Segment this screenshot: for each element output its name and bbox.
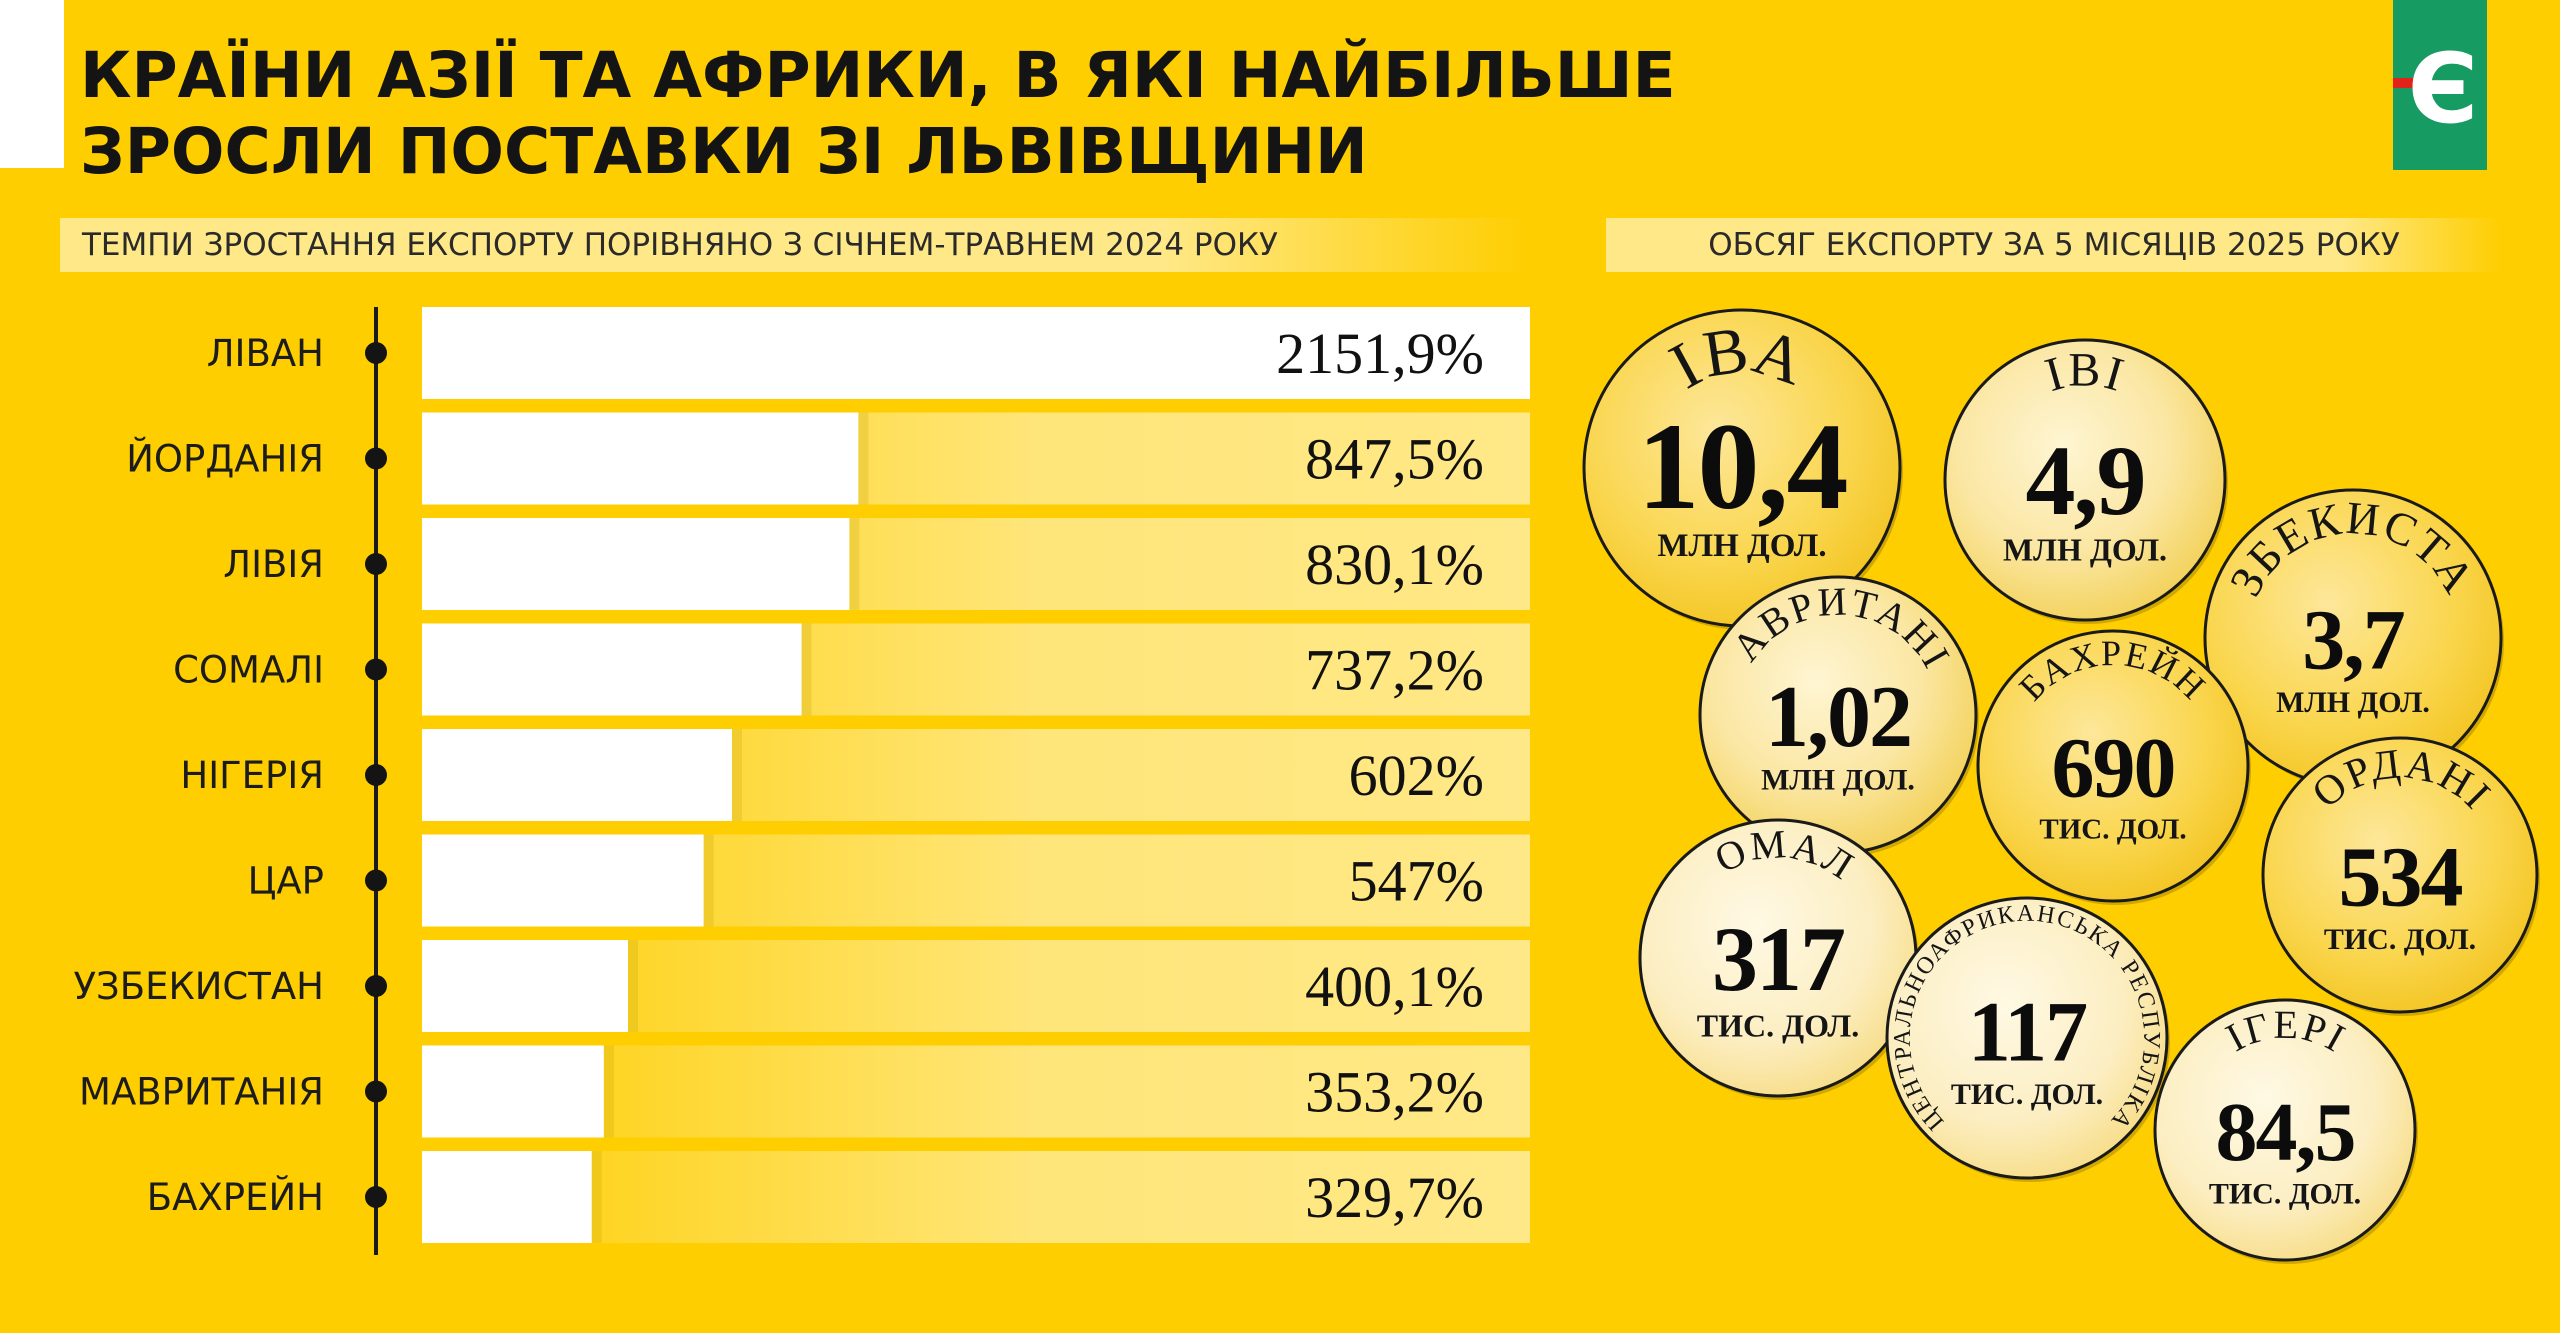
title-line-2: ЗРОСЛИ ПОСТАВКИ ЗІ ЛЬВІВЩИНИ	[80, 115, 1368, 188]
coin-unit: МЛН ДОЛ.	[2276, 686, 2430, 719]
bar-axis-dot	[365, 1080, 387, 1103]
value-label: 400,1%	[1305, 954, 1484, 1019]
bar-shadow	[858, 412, 869, 505]
bar	[422, 940, 629, 1032]
value-label: 847,5%	[1305, 427, 1484, 492]
bar-axis-dot	[365, 975, 387, 997]
coin-unit: МЛН ДОЛ.	[2003, 531, 2167, 567]
coin-value: 1,02	[1765, 669, 1911, 766]
bar-axis-dot	[365, 869, 387, 892]
bar-axis-dot	[365, 658, 387, 681]
category-label: ЛІВАН	[207, 332, 324, 375]
bar-shadow	[603, 1045, 614, 1138]
bubble-chart-subtitle: ОБСЯГ ЕКСПОРТУ ЗА 5 МІСЯЦІВ 2025 РОКУ	[1606, 218, 2502, 272]
coin-unit: ТИС. ДОЛ.	[2209, 1177, 2361, 1210]
category-label: БАХРЕЙН	[147, 1175, 324, 1219]
growth-rate-bar-chart: ЛІВАН 2151,9% ЙОРДАНІЯ 847,5% ЛІВІЯ 830,1% СОМ…	[73, 307, 1530, 1255]
page-title: КРАЇНИ АЗІЇ ТА АФРИКИ, В ЯКІ НАЙБІЛЬШЕ З…	[80, 38, 2280, 190]
coin-unit: ТИС. ДОЛ.	[1697, 1007, 1860, 1043]
bar	[422, 1045, 604, 1138]
bar-shadow	[591, 1151, 602, 1243]
bar	[422, 1151, 592, 1243]
value-label: 547%	[1349, 849, 1484, 914]
publisher-logo: Є	[2393, 0, 2487, 170]
coin-value: 117	[1968, 983, 2086, 1079]
coin-value: 4,9	[2026, 425, 2145, 536]
value-label: 602%	[1349, 743, 1484, 808]
coin-value: 10,4	[1638, 398, 1847, 535]
logo-red-stripe	[2393, 78, 2423, 88]
category-label: СОМАЛІ	[173, 649, 324, 692]
bar-chart-subtitle: ТЕМПИ ЗРОСТАННЯ ЕКСПОРТУ ПОРІВНЯНО З СІЧ…	[60, 218, 1530, 272]
value-label: 329,7%	[1305, 1165, 1484, 1230]
bar	[422, 834, 704, 927]
coin-body	[2153, 998, 2417, 1262]
category-label: ЦАР	[248, 860, 324, 903]
bar-axis-dot	[365, 553, 387, 575]
coin-value: 534	[2339, 828, 2463, 924]
value-label: 2151,9%	[1276, 321, 1484, 386]
bar-row-background	[422, 1151, 1530, 1243]
bar-shadow	[628, 940, 639, 1032]
coin-value: 84,5	[2216, 1086, 2355, 1179]
coin-body	[1976, 629, 2250, 903]
bar-layer: ЛІВАН 2151,9% ЙОРДАНІЯ 847,5% ЛІВІЯ 830,1% СОМ…	[73, 307, 1530, 1255]
bar-shadow	[801, 623, 812, 716]
coin-unit: ТИС. ДОЛ.	[2324, 923, 2476, 956]
bar-shadow	[849, 518, 860, 610]
bar	[422, 307, 1530, 399]
coin-unit: МЛН ДОЛ.	[1657, 528, 1826, 564]
title-line-1: КРАЇНИ АЗІЇ ТА АФРИКИ, В ЯКІ НАЙБІЛЬШЕ	[80, 39, 1676, 112]
coin-value: 3,7	[2302, 591, 2404, 687]
category-label: ЙОРДАНІЯ	[126, 437, 324, 481]
white-corner-tab	[0, 0, 64, 168]
coin-body	[2261, 736, 2539, 1014]
coin-unit: ТИС. ДОЛ.	[2039, 813, 2186, 845]
bar	[422, 518, 850, 610]
coin-unit: МЛН ДОЛ.	[1761, 763, 1915, 796]
category-label: МАВРИТАНІЯ	[79, 1071, 324, 1114]
bar-axis-dot	[365, 342, 387, 364]
bar	[422, 729, 732, 821]
bar-axis-dot	[365, 764, 387, 786]
coin-value: 317	[1712, 908, 1844, 1010]
logo-letter: Є	[2408, 33, 2478, 145]
category-label: УЗБЕКИСТАН	[73, 965, 324, 1008]
category-label: ЛІВІЯ	[223, 543, 324, 586]
bar-axis-dot	[365, 1186, 387, 1208]
coin-body	[1885, 896, 2169, 1180]
bar-row-background	[422, 1045, 1530, 1138]
value-label: 353,2%	[1305, 1060, 1484, 1125]
coin-body	[1943, 338, 2227, 622]
value-label: 830,1%	[1305, 532, 1484, 597]
coin-value: 690	[2052, 719, 2175, 815]
bar-shadow	[703, 834, 714, 927]
value-label: 737,2%	[1305, 638, 1484, 703]
category-label: НІГЕРІЯ	[180, 754, 324, 797]
bar	[422, 412, 859, 505]
coin: ЦЕНТРАЛЬНОАФРИКАНСЬКА РЕСПУБЛІКА117ТИС. …	[1885, 896, 2170, 1182]
bar	[422, 623, 802, 716]
bar-axis-dot	[365, 447, 387, 470]
bar-shadow	[731, 729, 742, 821]
coin-unit: ТИС. ДОЛ.	[1951, 1078, 2103, 1111]
